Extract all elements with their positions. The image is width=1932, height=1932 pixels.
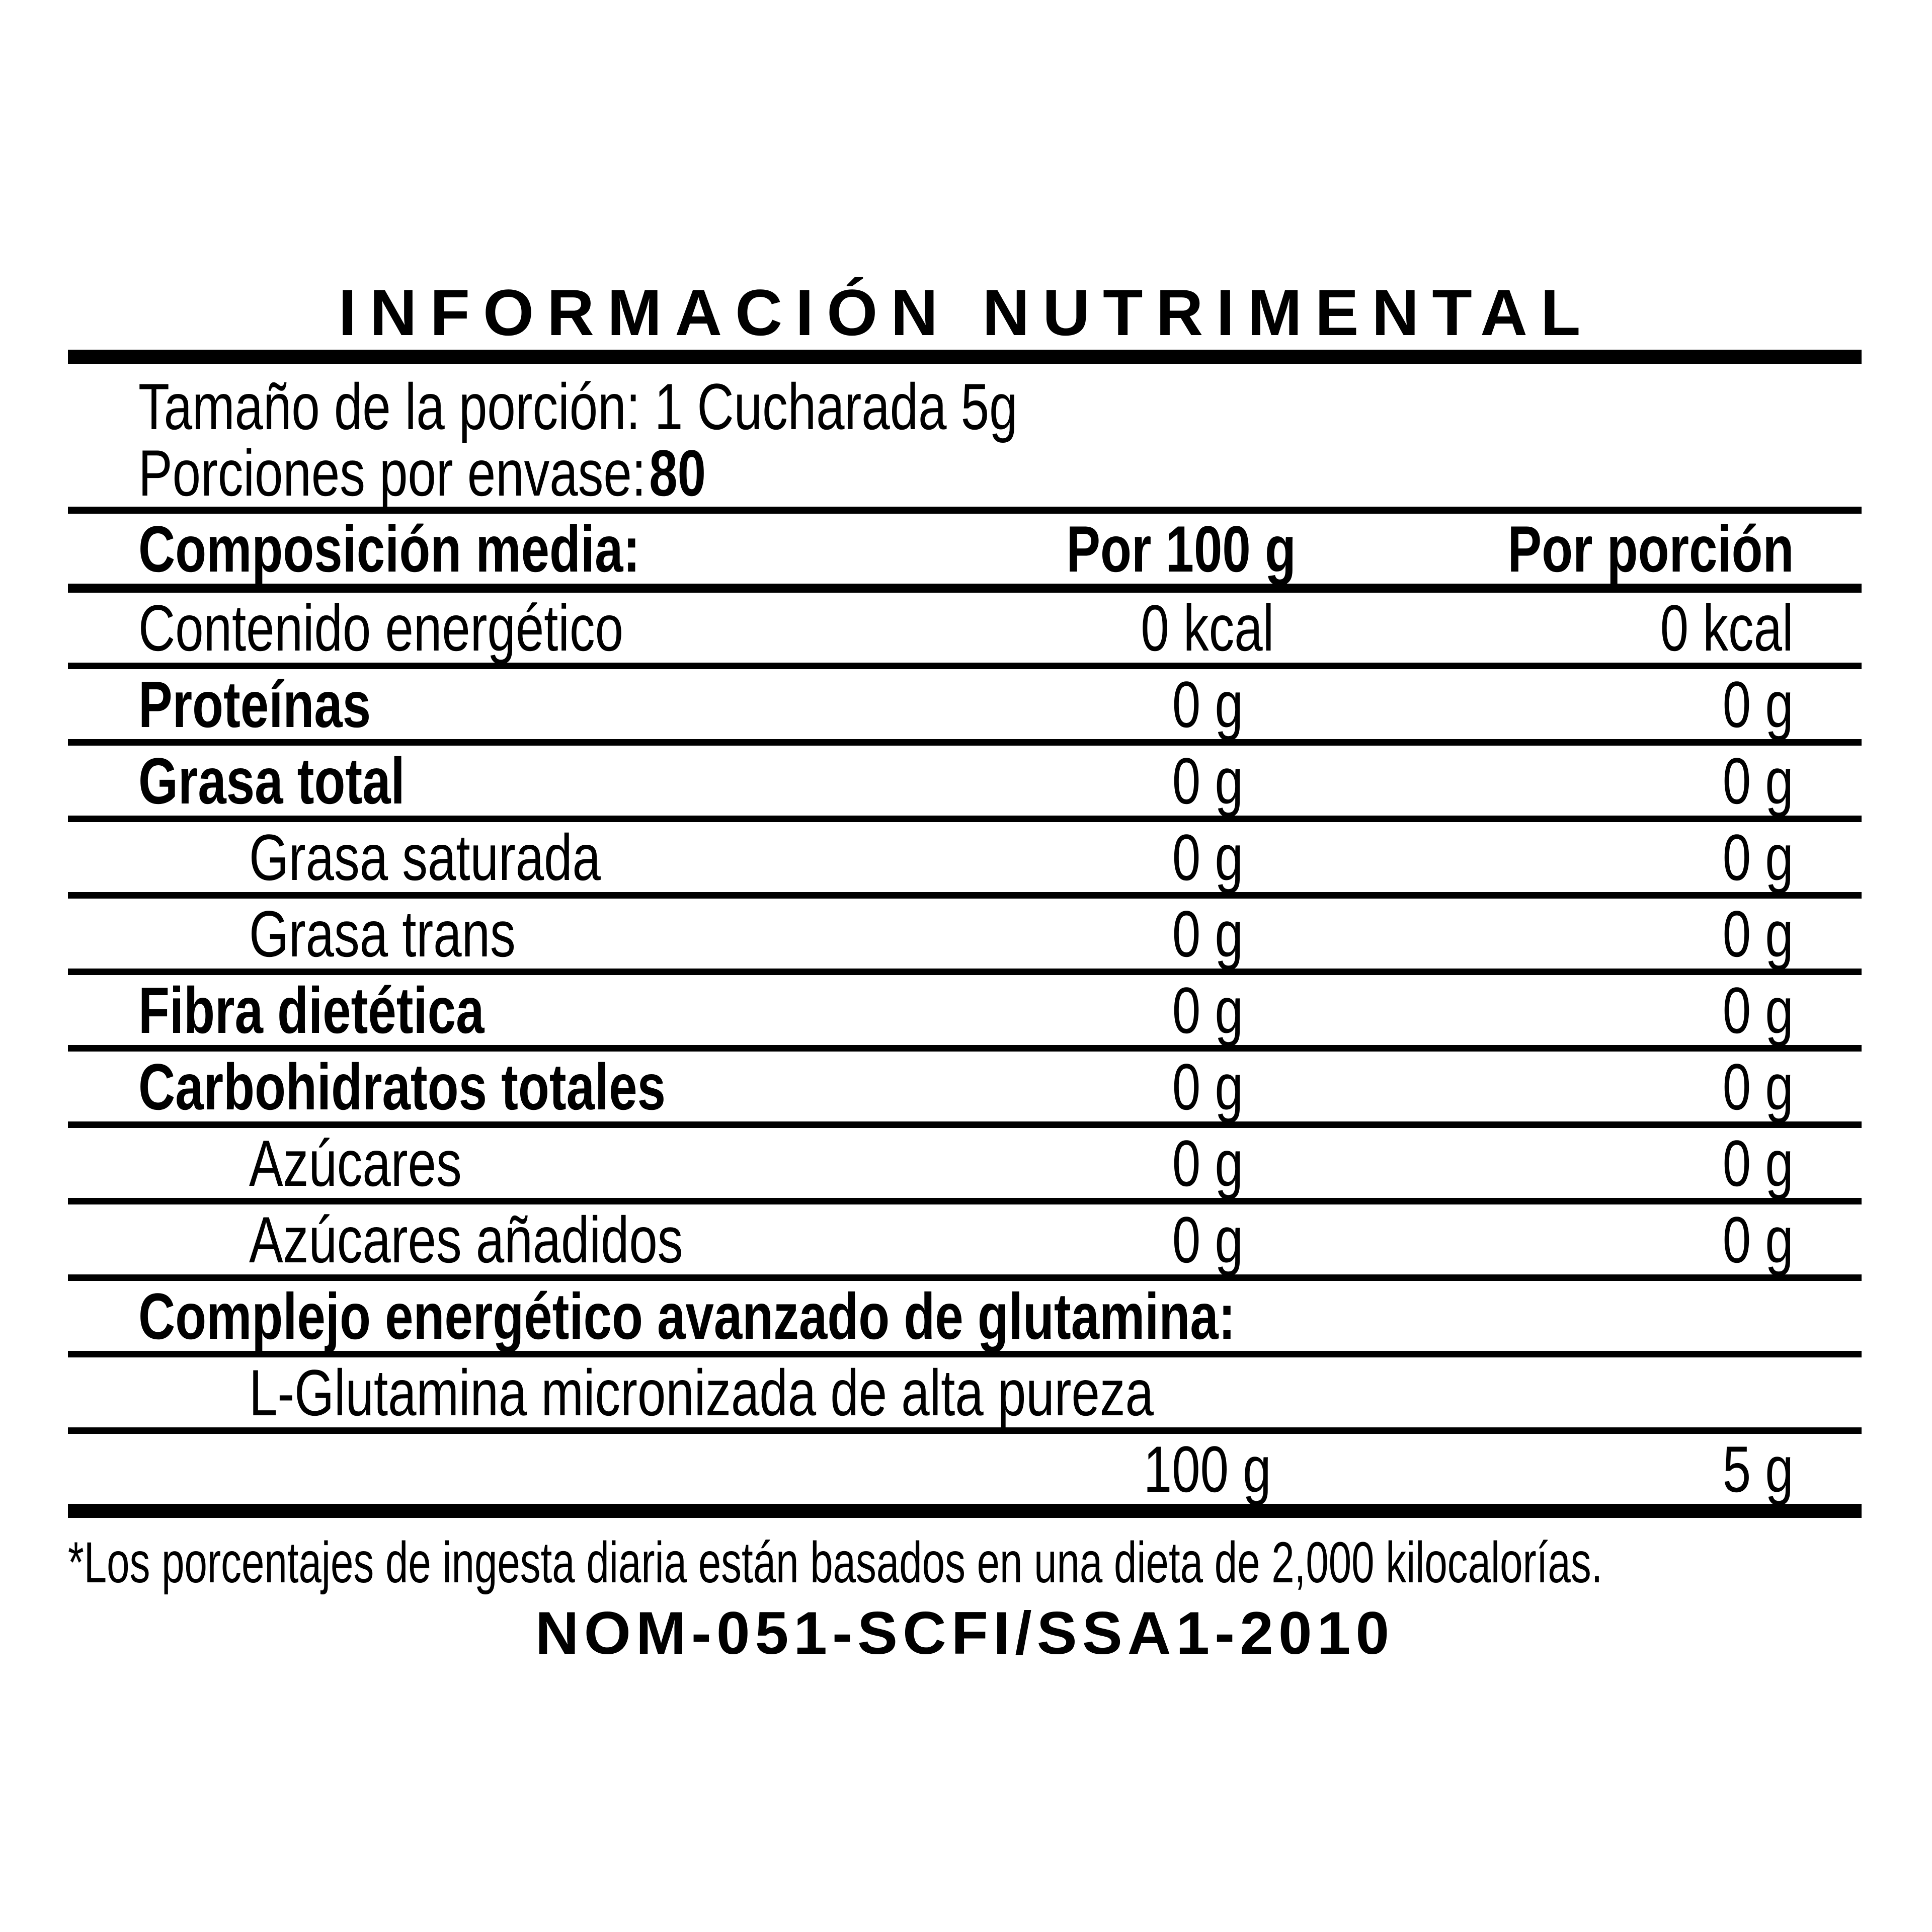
footnote: *Los porcentajes de ingesta diaria están… (68, 1532, 1862, 1593)
header-per-serving: Por porción (1507, 512, 1794, 586)
regulation-code: NOM-051-SCFI/SSA1-2010 (535, 1599, 1395, 1667)
row-value-per-100g: 0 kcal (1141, 591, 1274, 665)
serving-size-line: Tamaño de la porción: 1 Cucharada 5g (138, 373, 1849, 440)
row-value-per-serving: 0 g (1723, 1202, 1794, 1276)
row-label: Grasa total (138, 744, 405, 818)
header-top-rule (68, 507, 1862, 514)
row-label: Grasa trans (249, 897, 516, 971)
table-row: Contenido energético 0 kcal 0 kcal (68, 593, 1862, 669)
table-row: Complejo energético avanzado de glutamin… (68, 1281, 1862, 1357)
footnote-text: *Los porcentajes de ingesta diaria están… (68, 1531, 1603, 1595)
title-divider-bar (68, 350, 1862, 364)
table-row: Grasa trans 0 g 0 g (68, 899, 1862, 975)
serving-size-text: Tamaño de la porción: 1 Cucharada 5g (138, 370, 1018, 443)
row-value-per-100g: 0 g (1172, 667, 1243, 741)
table-row: Azúcares 0 g 0 g (68, 1128, 1862, 1204)
header-per-100g: Por 100 g (1066, 512, 1297, 586)
row-value-per-serving: 0 g (1723, 744, 1794, 818)
row-value-per-100g: 0 g (1172, 1126, 1243, 1200)
row-value-per-100g: 0 g (1172, 1202, 1243, 1276)
row-value-per-100g: 0 g (1172, 973, 1243, 1047)
servings-per-container-line: Porciones por envase:80 (138, 440, 1849, 506)
table-row: Fibra dietética 0 g 0 g (68, 975, 1862, 1052)
table-row: 100 g 5 g (68, 1434, 1862, 1504)
row-value-per-serving: 0 g (1723, 820, 1794, 894)
row-label: Contenido energético (138, 591, 623, 665)
row-value-per-serving: 0 g (1723, 1050, 1794, 1123)
row-label: L-Glutamina micronizada de alta pureza (249, 1355, 1154, 1429)
row-label: Fibra dietética (138, 973, 485, 1047)
row-label: Carbohidratos totales (138, 1050, 666, 1123)
nutrient-rows: Contenido energético 0 kcal 0 kcal Prote… (68, 593, 1862, 1504)
table-row: Grasa saturada 0 g 0 g (68, 822, 1862, 899)
table-row: L-Glutamina micronizada de alta pureza (68, 1357, 1862, 1434)
row-value-per-100g: 0 g (1172, 897, 1243, 971)
row-label: Azúcares añadidos (249, 1202, 683, 1276)
row-value-per-serving: 0 g (1723, 897, 1794, 971)
table-body: Contenido energético 0 kcal 0 kcal Prote… (68, 593, 1862, 1666)
serving-info: Tamaño de la porción: 1 Cucharada 5g Por… (138, 373, 1849, 506)
row-label: Azúcares (249, 1126, 462, 1200)
table-row: Azúcares añadidos 0 g 0 g (68, 1204, 1862, 1281)
row-value-per-serving: 5 g (1723, 1432, 1794, 1506)
table-bottom-bar (68, 1504, 1862, 1518)
table-header-row: Composición media: Por 100 g Por porción (68, 514, 1862, 593)
row-value-per-100g: 0 g (1172, 744, 1243, 818)
label-title: INFORMACIÓN NUTRIMENTAL (338, 276, 1594, 349)
servings-per-container-value: 80 (649, 436, 706, 510)
table-row: Proteínas 0 g 0 g (68, 669, 1862, 746)
row-value-per-100g: 0 g (1172, 820, 1243, 894)
row-value-per-100g: 100 g (1144, 1432, 1271, 1506)
row-label: Grasa saturada (249, 820, 601, 894)
row-value-per-serving: 0 g (1723, 973, 1794, 1047)
servings-per-container-label: Porciones por envase: (138, 436, 646, 510)
header-composition: Composición media: (138, 512, 640, 586)
row-label: Proteínas (138, 667, 371, 741)
row-value-per-100g: 0 g (1172, 1050, 1243, 1123)
row-value-per-serving: 0 g (1723, 667, 1794, 741)
row-label: Complejo energético avanzado de glutamin… (138, 1279, 1236, 1353)
row-value-per-serving: 0 g (1723, 1126, 1794, 1200)
row-value-per-serving: 0 kcal (1660, 591, 1794, 665)
table-row: Carbohidratos totales 0 g 0 g (68, 1052, 1862, 1128)
table-row: Grasa total 0 g 0 g (68, 746, 1862, 822)
